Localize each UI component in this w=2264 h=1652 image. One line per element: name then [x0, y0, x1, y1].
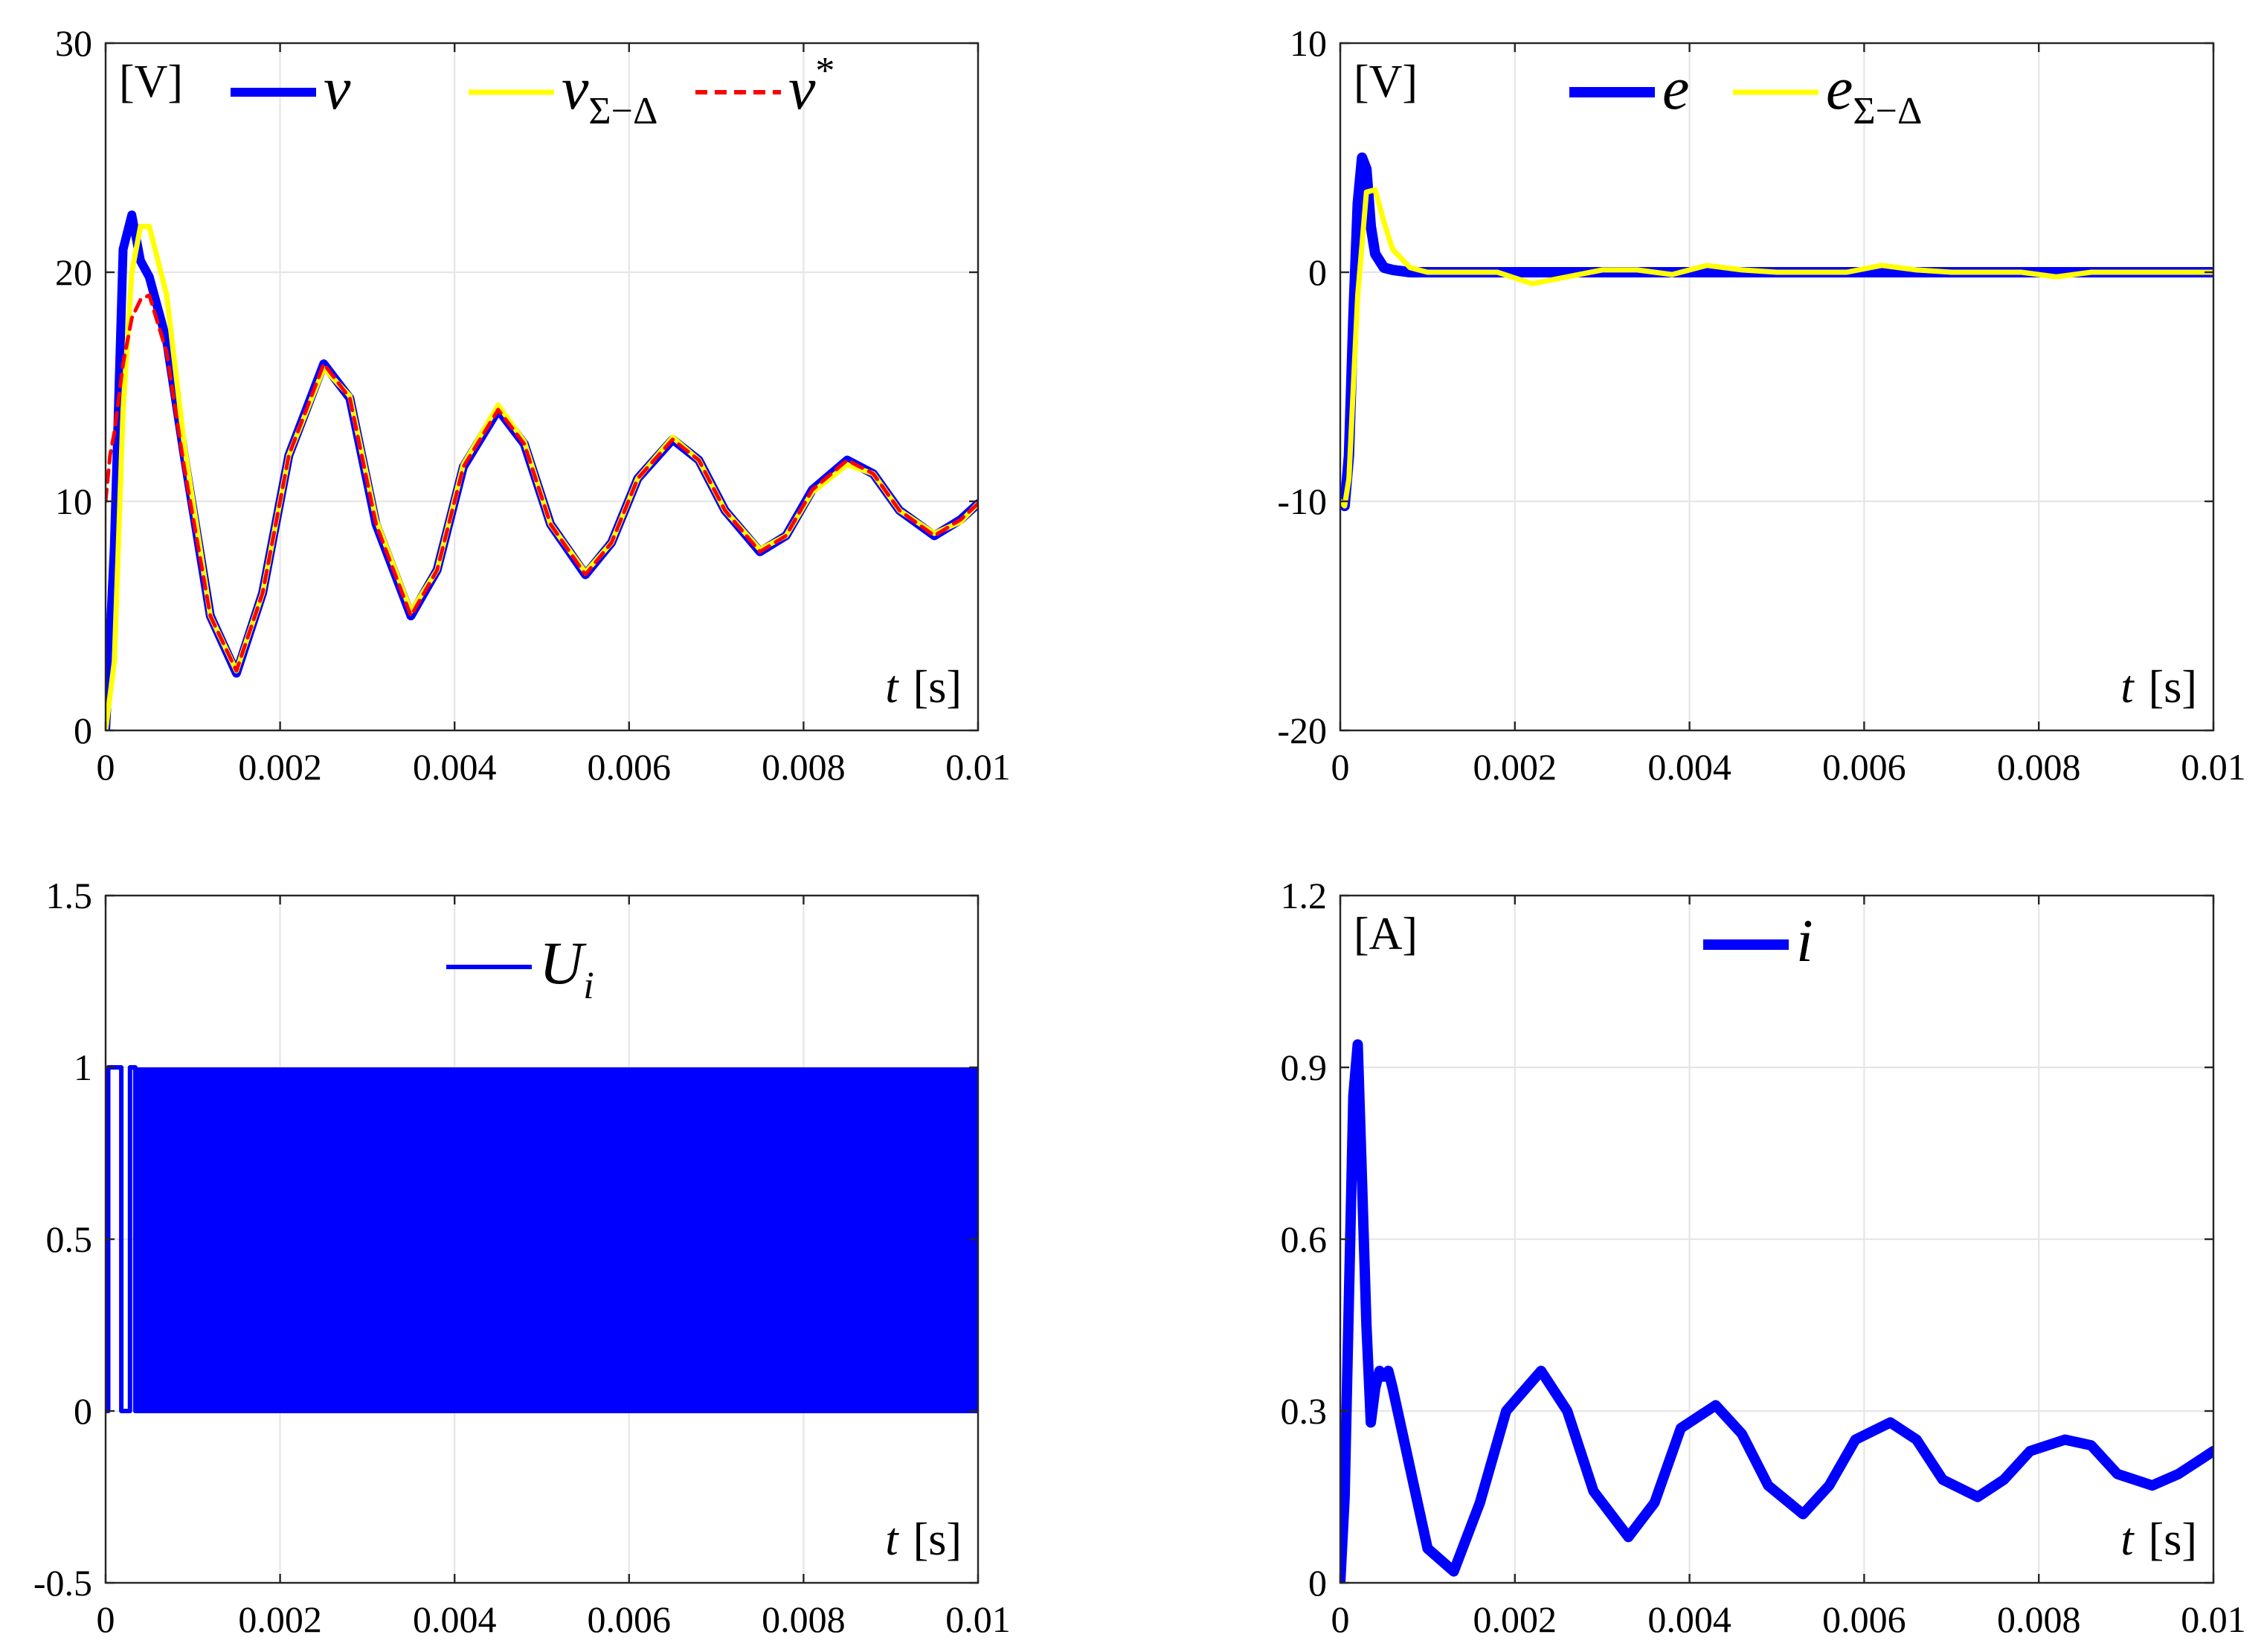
y-tick-label: -0.5 — [33, 1562, 92, 1604]
x-tick-label: 0.006 — [1822, 746, 1906, 788]
series-line-2 — [106, 223, 978, 730]
y-tick-label: 10 — [55, 481, 92, 522]
x-tick-label: 0.004 — [413, 746, 497, 788]
legend-entry: eΣ−Δ — [1826, 54, 1922, 132]
y-tick-label: 1 — [74, 1047, 92, 1088]
x-axis-label: t [s] — [885, 1514, 962, 1565]
legend-entry: vΣ−Δ — [562, 54, 657, 132]
switching-signal-panel: 0 0.002 0.004 0.006 0.008 0.01-0.500.511.5t [s… — [33, 875, 1011, 1640]
x-tick-label: 0.002 — [238, 746, 322, 788]
ui-switching-band — [135, 1067, 978, 1411]
legend: Ui — [446, 929, 594, 1007]
x-tick-label: 0.006 — [588, 1598, 672, 1640]
series-group — [106, 210, 978, 730]
x-tick-label: 0.008 — [1997, 746, 2081, 788]
x-tick-label: 0.006 — [1822, 1598, 1906, 1640]
axes-box — [1339, 42, 2215, 732]
x-tick-label: 0 — [97, 1598, 115, 1640]
y-tick-label: 1.5 — [46, 875, 93, 916]
plot-area — [1340, 43, 2213, 730]
series-group — [1340, 152, 2213, 512]
legend-entry: Ui — [539, 929, 594, 1007]
x-tick-label: 0 — [97, 746, 115, 788]
x-tick-label: 0.004 — [1647, 746, 1731, 788]
legend: v vΣ−Δ v* — [231, 50, 834, 132]
y-tick-label: -10 — [1277, 481, 1327, 522]
y-tick-label: 0 — [1308, 1562, 1327, 1604]
x-axis-label: t [s] — [885, 662, 962, 713]
x-tick-label: 0.002 — [1473, 1598, 1557, 1640]
y-tick-label: -20 — [1277, 710, 1327, 751]
voltage-panel: 0 0.002 0.004 0.006 0.008 0.01 0 10 20 30 [V] t [s] v… — [55, 22, 1011, 788]
series-group — [1340, 1039, 2213, 1583]
unit-label: [A] — [1354, 909, 1418, 960]
legend: e eΣ−Δ — [1569, 54, 1922, 132]
plot-area — [106, 43, 978, 730]
x-tick-label: 0.008 — [762, 1598, 846, 1640]
x-tick-label: 0 — [1331, 746, 1350, 788]
y-tick-label: 0.6 — [1281, 1218, 1328, 1260]
series-group — [106, 1065, 978, 1413]
y-tick-label: 0 — [74, 1390, 92, 1432]
axes-box — [104, 42, 980, 732]
legend-entry: i — [1796, 907, 1813, 974]
y-tick-label: 30 — [55, 22, 92, 64]
x-axis-label: t [s] — [2120, 662, 2197, 713]
series-line-1 — [1340, 1039, 2213, 1583]
x-tick-label: 0.01 — [945, 1598, 1011, 1640]
y-tick-label: 20 — [55, 251, 92, 293]
unit-label: [V] — [119, 57, 183, 107]
x-axis-label: t [s] — [2120, 1514, 2197, 1565]
legend: i — [1703, 907, 1813, 974]
y-tick-label: 0.5 — [46, 1218, 93, 1260]
y-tick-label: 0.3 — [1281, 1390, 1328, 1432]
x-tick-label: 0.01 — [945, 746, 1011, 788]
y-tick-label: 10 — [1290, 22, 1327, 64]
x-tick-label: 0.004 — [413, 1598, 497, 1640]
x-tick-label: 0.008 — [1997, 1598, 2081, 1640]
y-tick-label: 0 — [1308, 251, 1327, 293]
unit-label: [V] — [1354, 57, 1418, 107]
legend-entry: v* — [788, 50, 834, 122]
y-tick-label: 0 — [74, 710, 92, 751]
x-tick-label: 0.006 — [588, 746, 672, 788]
legend-entry: v — [324, 54, 351, 122]
x-tick-label: 0.008 — [762, 746, 846, 788]
y-tick-label: 1.2 — [1281, 875, 1328, 916]
current-panel: 0 0.002 0.004 0.006 0.008 0.01 0 0.3 0.6 0.9 1.2 [A… — [1281, 875, 2246, 1640]
x-tick-label: 0.002 — [238, 1598, 322, 1640]
series-line-2 — [1340, 187, 2213, 509]
series-line-3 — [106, 293, 978, 673]
y-tick-label: 0.9 — [1281, 1047, 1328, 1088]
x-tick-label: 0.004 — [1647, 1598, 1731, 1640]
x-tick-label: 0.01 — [2181, 746, 2246, 788]
x-tick-label: 0.01 — [2181, 1598, 2246, 1640]
legend-entry: e — [1662, 54, 1689, 122]
series-line-1 — [1340, 152, 2213, 512]
x-tick-label: 0.002 — [1473, 746, 1557, 788]
x-tick-label: 0 — [1331, 1598, 1350, 1640]
error-panel: 0 0.002 0.004 0.006 0.008 0.01 -20 -10 0 10 [V] t [s… — [1277, 22, 2245, 788]
